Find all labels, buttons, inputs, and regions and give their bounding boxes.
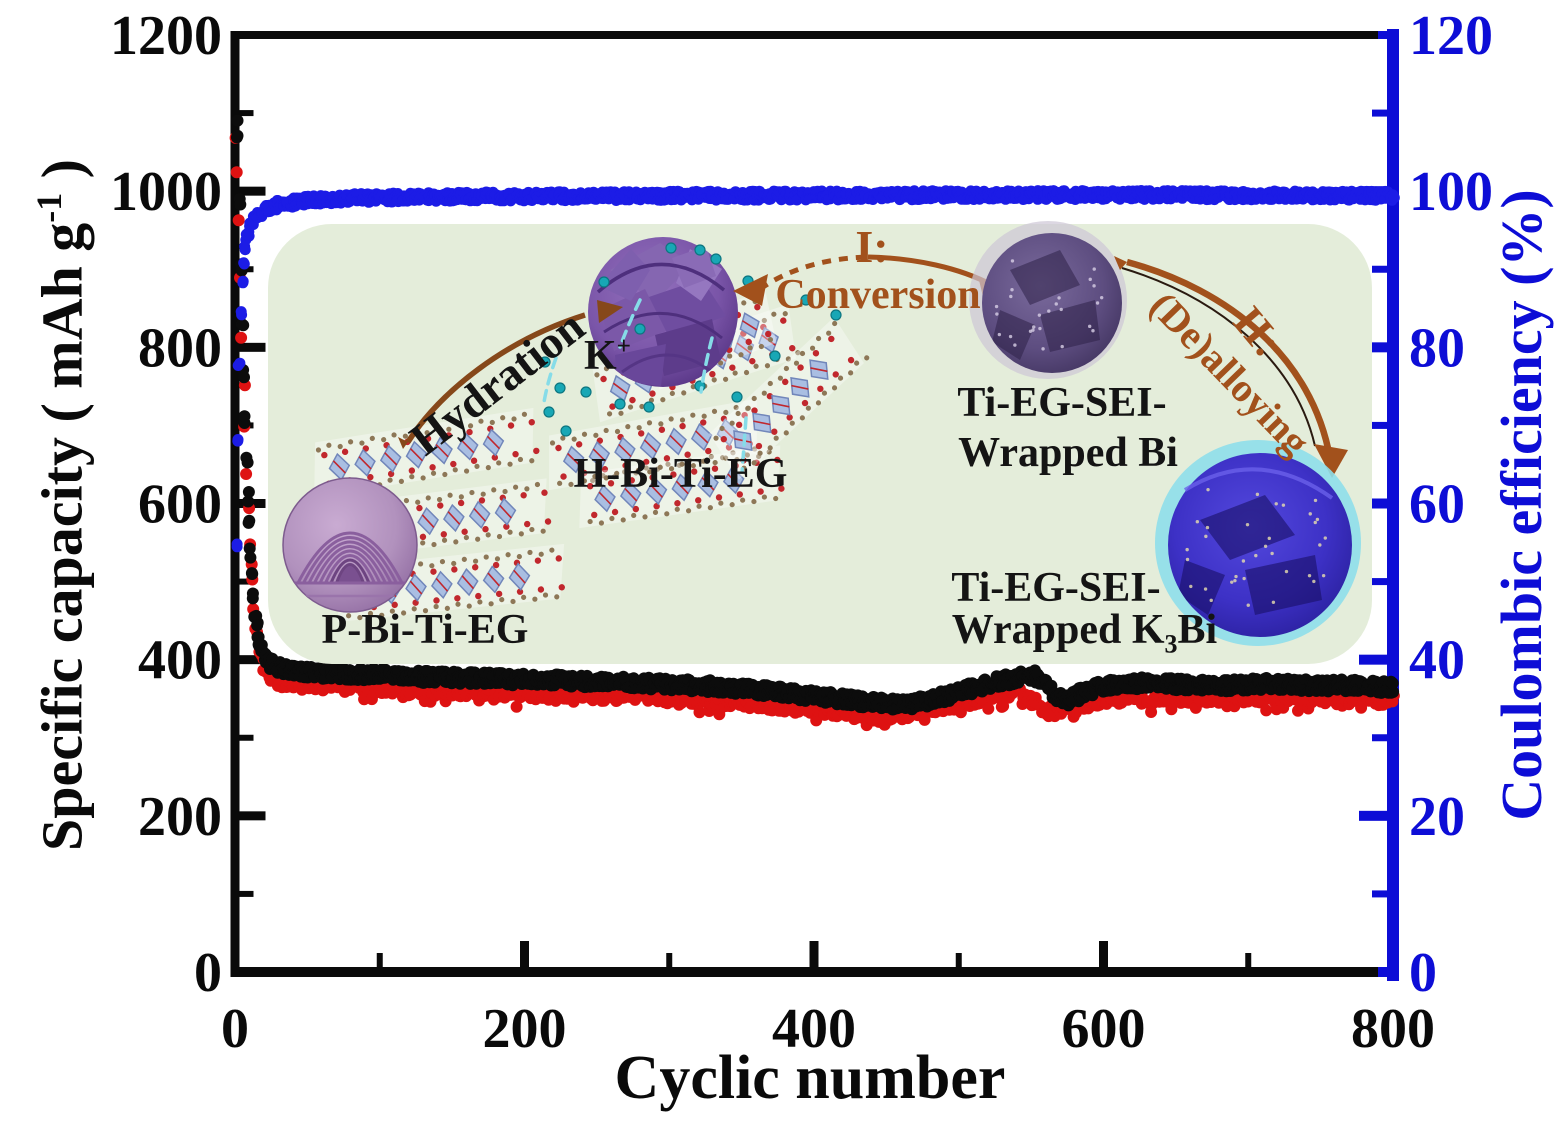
x-axis-title: Cyclic number <box>614 1044 1006 1112</box>
y-right-tick-label: 60 <box>1409 474 1465 536</box>
x-tick-label: 0 <box>221 998 249 1060</box>
y-left-tick-label: 200 <box>138 786 222 848</box>
y-left-axis-spine <box>230 31 240 977</box>
y-left-axis-title: Specific capacity ( mAh g-1 ) <box>18 35 94 975</box>
y-left-tick-label: 1200 <box>110 5 222 67</box>
coulombic-efficiency-blue <box>231 185 1400 553</box>
y-right-tick-label: 120 <box>1409 5 1493 67</box>
x-axis-spine <box>230 967 1387 977</box>
x-tick-label: 200 <box>483 998 567 1060</box>
label-k-ion: K+ <box>584 332 674 380</box>
label-conversion: Conversion <box>775 272 981 318</box>
y-right-bottom-stub <box>1378 967 1388 977</box>
y-left-tick-label: 800 <box>138 317 222 379</box>
top-frame <box>230 31 1378 39</box>
x-tick-label: 800 <box>1351 998 1435 1060</box>
y-right-tick-label: 20 <box>1409 786 1465 848</box>
y-right-tick-label: 40 <box>1409 630 1465 692</box>
y-right-tick-label: 80 <box>1409 317 1465 379</box>
y-left-tick-label: 1000 <box>110 161 222 223</box>
label-wrapped-bi-line1: Ti-EG-SEI- <box>957 380 1167 426</box>
y-left-title-text: Specific capacity ( mAh g <box>29 222 95 852</box>
k3bi-post: Bi <box>1177 607 1218 653</box>
y-left-title-close: ) <box>29 159 95 193</box>
label-wrapped-k3bi-line1: Ti-EG-SEI- <box>951 565 1161 611</box>
label-p-bi-ti-eg: P-Bi-Ti-EG <box>321 607 529 653</box>
y-right-top-stub <box>1378 31 1388 39</box>
label-h-bi-ti-eg: H-Bi-Ti-EG <box>573 451 788 497</box>
y-left-tick-label: 600 <box>138 474 222 536</box>
k-ion-base: K <box>584 333 617 379</box>
label-wrapped-k3bi-line2: Wrapped K3Bi <box>942 606 1227 659</box>
x-tick-label: 600 <box>1062 998 1146 1060</box>
y-right-axis-spine <box>1387 29 1399 981</box>
x-tick-label: 400 <box>772 998 856 1060</box>
y-right-axis-title: Coulombic efficiency (%) <box>1489 189 1554 821</box>
label-step1-numeral: I: <box>855 221 889 272</box>
label-wrapped-bi-line2: Wrapped Bi <box>958 430 1178 476</box>
k3bi-pre: Wrapped K <box>951 607 1165 653</box>
y-right-tick-label: 0 <box>1409 942 1437 1004</box>
specific-capacity-black <box>230 114 1400 716</box>
y-left-tick-label: 0 <box>194 942 222 1004</box>
y-right-tick-label: 100 <box>1409 161 1493 223</box>
y-left-title-superscript: -1 <box>29 192 69 223</box>
k-ion-superscript: + <box>616 333 632 360</box>
y-left-tick-label: 400 <box>138 630 222 692</box>
k3bi-subscript: 3 <box>1164 629 1178 659</box>
